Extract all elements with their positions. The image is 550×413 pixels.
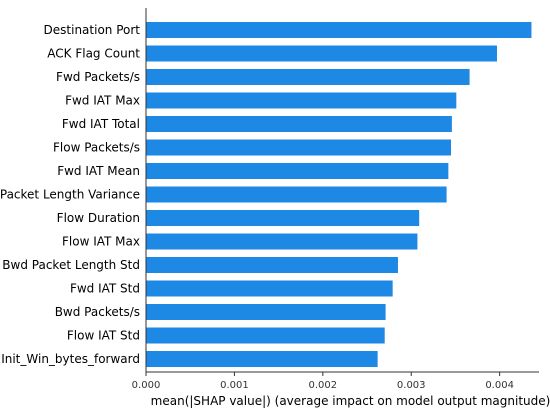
bar: [146, 92, 457, 109]
bar: [146, 210, 420, 226]
category-label: Bwd Packets/s: [55, 305, 140, 319]
bar: [146, 116, 452, 132]
category-label: ACK Flag Count: [47, 47, 140, 61]
x-axis-ticks: 0.000 0.001 0.002 0.003 0.004: [132, 372, 514, 391]
category-label: Flow IAT Std: [67, 329, 140, 343]
category-label: Destination Port: [44, 23, 141, 37]
bar: [146, 22, 532, 38]
bar: [146, 139, 452, 156]
category-label: Bwd Packet Length Std: [2, 258, 140, 272]
category-label: Fwd IAT Mean: [57, 164, 140, 178]
category-label: Packet Length Variance: [0, 188, 140, 202]
bar: [146, 233, 418, 250]
bar: [146, 69, 470, 85]
bar: [146, 163, 449, 179]
bar: [146, 280, 393, 297]
x-tick-label: 0.001: [220, 380, 249, 391]
category-label: Fwd IAT Std: [70, 282, 140, 296]
bar: [146, 304, 386, 320]
x-tick-label: 0.002: [308, 380, 337, 391]
bar: [146, 45, 497, 62]
x-tick-label: 0.000: [132, 380, 161, 391]
category-label: Fwd Packets/s: [56, 70, 140, 84]
category-label: Fwd IAT Max: [65, 94, 140, 108]
category-label: Flow Packets/s: [53, 141, 140, 155]
bar: [146, 186, 447, 203]
bar: [146, 257, 398, 273]
bars-group: [146, 22, 532, 367]
category-label: Flow IAT Max: [62, 235, 140, 249]
bar: [146, 351, 378, 367]
category-label: Init_Win_bytes_forward: [1, 352, 140, 366]
category-label: Fwd IAT Total: [62, 117, 140, 131]
x-axis-label: mean(|SHAP value|) (average impact on mo…: [151, 394, 550, 408]
bar: [146, 327, 385, 344]
category-labels: Destination Port ACK Flag Count Fwd Packet…: [0, 23, 140, 366]
x-tick-label: 0.003: [397, 380, 426, 391]
x-tick-label: 0.004: [485, 380, 514, 391]
category-label: Flow Duration: [57, 211, 140, 225]
